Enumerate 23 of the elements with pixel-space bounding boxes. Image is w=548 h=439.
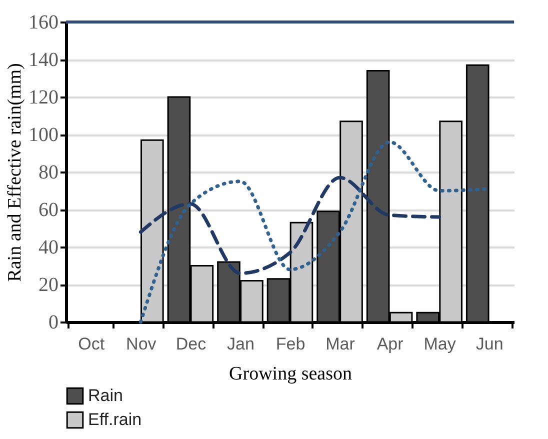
x-tick-label: Jan: [227, 334, 254, 354]
x-tick-label: Dec: [176, 334, 207, 354]
y-tick-label: 60: [38, 199, 58, 221]
x-tick-label: May: [424, 334, 456, 354]
y-tick-label: 120: [28, 86, 58, 108]
y-tick-label: 80: [38, 162, 58, 184]
x-tick-label: Oct: [78, 334, 105, 354]
legend-label: Rain: [88, 386, 123, 405]
x-tick-label: Mar: [326, 334, 356, 354]
y-tick-label: 140: [28, 49, 58, 71]
x-tick-label: Feb: [276, 334, 306, 354]
y-tick-label: 160: [28, 12, 58, 34]
y-tick-label: 40: [38, 236, 58, 258]
y-axis-title: Rain and Effective rain(mm): [4, 63, 26, 282]
y-tick-label: 20: [38, 274, 58, 296]
y-tick-label: 0: [48, 312, 58, 334]
x-tick-label: Nov: [126, 334, 157, 354]
line-series: [138, 176, 442, 275]
x-axis-title: Growing season: [229, 364, 352, 384]
legend-label: Eff.rain: [88, 410, 142, 429]
x-tick-label: Apr: [376, 334, 404, 354]
y-tick-label: 100: [28, 124, 58, 146]
x-tick-label: Jun: [476, 334, 504, 354]
